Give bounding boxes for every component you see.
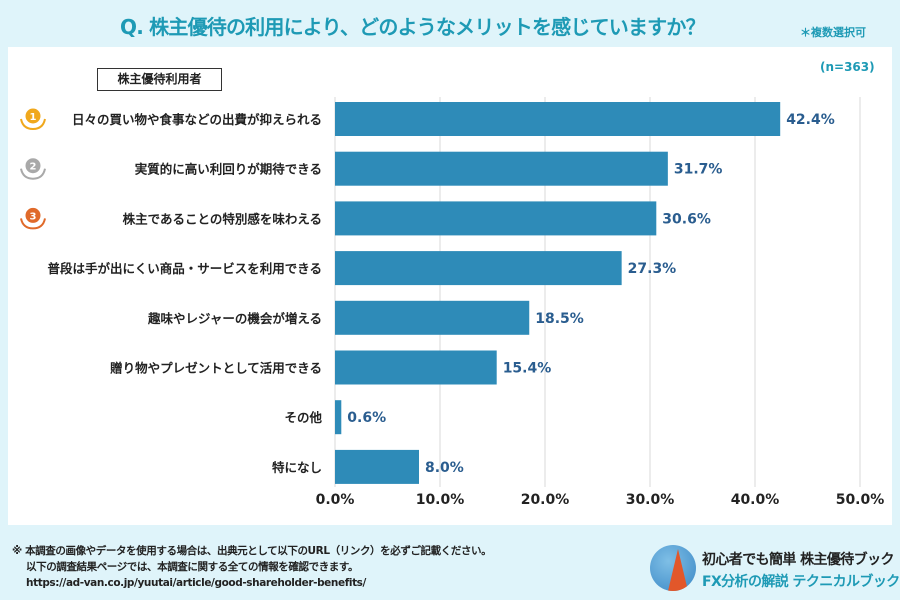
x-tick-label: 30.0% [626, 492, 675, 508]
bar-chart: 0.0% 10.0% 20.0% 30.0% 40.0% 50.0% 42.4% 日々の買い物… [20, 97, 885, 508]
bar [335, 400, 342, 435]
footer-line: 以下の調査結果ページでは、本調査に関する全ての情報を確認できます。 [26, 561, 359, 573]
x-tick-label: 10.0% [416, 492, 465, 508]
rank-medal-icon [24, 206, 42, 224]
rank-number: 3 [30, 211, 37, 222]
category-label: 普段は手が出にくい商品・サービスを利用できる [47, 261, 322, 276]
data-label: 0.6% [347, 410, 386, 426]
x-tick-label: 50.0% [836, 492, 885, 508]
footer-line: ※ 本調査の画像やデータを使用する場合は、出典元として以下のURL（リンク）を必… [12, 545, 492, 557]
x-tick-label: 40.0% [731, 492, 780, 508]
bar [335, 300, 530, 335]
brand-name-1: 初心者でも簡単 株主優待ブック [702, 552, 894, 568]
bar [335, 251, 622, 286]
sample-size: (n=363) [820, 60, 875, 74]
laurel-icon [20, 168, 46, 180]
bar [335, 102, 781, 136]
data-label: 42.4% [786, 112, 835, 128]
brand-name-2: FX分析の解説 テクニカルブック [702, 574, 900, 590]
data-label: 30.6% [662, 211, 711, 227]
brand-logo-icon [650, 545, 696, 591]
data-label: 18.5% [535, 311, 584, 327]
laurel-icon [20, 118, 46, 131]
category-label: 日々の買い物や食事などの出費が抑えられる [72, 112, 322, 127]
rank-medal-icon [24, 157, 42, 175]
bar [335, 151, 668, 186]
data-label: 31.7% [674, 162, 723, 178]
category-label: その他 [284, 410, 322, 425]
x-tick-label: 0.0% [316, 492, 355, 508]
rank-medal-icon [24, 107, 42, 125]
legend-label: 株主優待利用者 [97, 68, 222, 91]
rank-number: 1 [30, 112, 37, 123]
data-label: 27.3% [628, 261, 677, 277]
category-label: 特になし [272, 460, 322, 475]
footer-notes: ※ 本調査の画像やデータを使用する場合は、出典元として以下のURL（リンク）を必… [12, 543, 632, 591]
data-label: 15.4% [503, 361, 552, 377]
data-label: 8.0% [425, 460, 464, 476]
x-tick-label: 20.0% [521, 492, 570, 508]
chart-title: Q. 株主優待の利用により、どのようなメリットを感じていますか？ [120, 15, 706, 39]
bar [335, 201, 657, 236]
rank-number: 2 [30, 162, 37, 173]
category-label: 実質的に高い利回りが期待できる [135, 162, 322, 177]
category-label: 趣味やレジャーの機会が増える [147, 311, 322, 326]
bar [335, 449, 419, 484]
footer-url[interactable]: https://ad-van.co.jp/yuutai/article/good… [26, 577, 366, 589]
bar [335, 350, 497, 385]
category-label: 株主であることの特別感を味わえる [123, 211, 322, 226]
laurel-icon [20, 218, 46, 230]
multiple-choice-note: ＊複数選択可 [800, 26, 866, 39]
category-label: 贈り物やプレゼントとして活用できる [110, 361, 322, 376]
